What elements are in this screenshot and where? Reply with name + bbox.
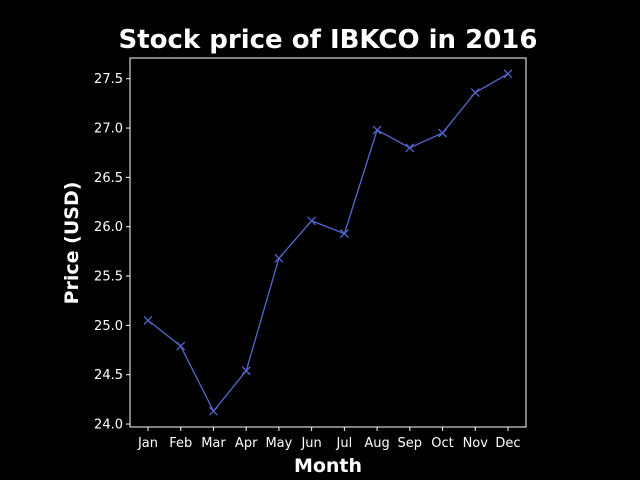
data-point-may [274,253,284,263]
x-tick-label: Nov [463,436,489,451]
data-point-dec [503,69,513,79]
x-tick-label: Jun [300,436,321,451]
x-tick-label: Mar [201,436,226,451]
data-point-apr [241,366,251,376]
y-tick-label: 26.5 [94,171,123,186]
y-tick-label: 27.0 [94,122,123,137]
x-tick-label: Sep [398,436,423,451]
x-tick-label: Apr [235,436,258,451]
y-tick-label: 24.5 [94,368,123,383]
x-tick-label: Jul [336,436,353,451]
data-point-aug [372,125,382,135]
x-tick-label: Oct [431,436,453,451]
data-point-oct [438,128,448,138]
x-tick-label: Feb [169,436,192,451]
data-point-jan [143,315,153,325]
x-tick-label: Dec [495,436,520,451]
x-tick-label: Jan [137,436,158,451]
chart-title: Stock price of IBKCO in 2016 [119,25,538,55]
data-point-jul [339,229,349,239]
x-axis-label: Month [294,455,362,477]
y-axis-label: Price (USD) [61,182,83,305]
y-tick-label: 25.0 [94,319,123,334]
data-point-feb [176,341,186,351]
plot-area-frame [129,57,527,428]
y-tick-label: 27.5 [94,72,123,87]
data-point-mar [208,406,218,416]
x-tick-label: Aug [364,436,389,451]
data-point-sep [405,143,415,153]
data-point-jun [307,216,317,226]
y-tick-label: 26.0 [94,220,123,235]
data-point-nov [470,88,480,97]
y-axis: 24.0 24.5 25.0 25.5 26.0 26.5 27.0 27.5 [94,72,130,433]
series-line-ibkco [147,73,509,413]
x-axis: Jan Feb Mar Apr May Jun Jul Aug Sep Oct Nov Dec [137,427,521,451]
series-markers [143,69,513,416]
x-tick-label: May [265,436,292,451]
y-tick-label: 24.0 [94,418,123,433]
y-tick-label: 25.5 [94,270,123,285]
